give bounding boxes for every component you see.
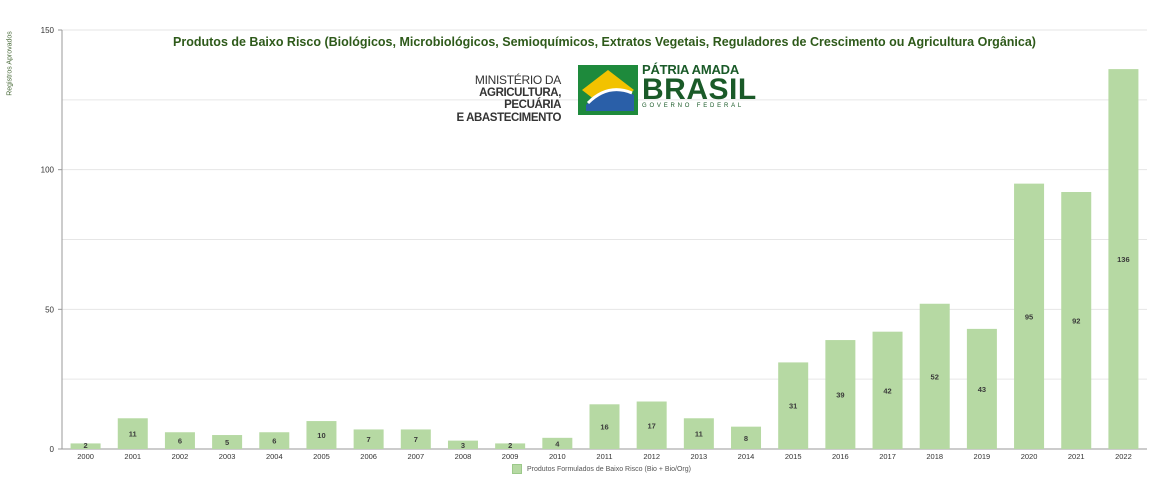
x-tick-label: 2001 [124, 452, 141, 461]
data-label: 11 [129, 430, 137, 439]
x-tick-label: 2020 [1021, 452, 1038, 461]
data-label: 6 [272, 437, 276, 446]
ministry-line-2: AGRICULTURA, PECUÁRIA [479, 86, 561, 112]
x-tick-label: 2011 [596, 452, 612, 461]
bar [1014, 183, 1045, 449]
x-tick-label: 2010 [549, 452, 566, 461]
data-label: 8 [744, 434, 748, 443]
bar [683, 418, 714, 449]
x-tick-label: 2019 [974, 452, 991, 461]
y-tick-label: 0 [50, 445, 55, 454]
legend-label: Produtos Formulados de Baixo Risco (Bio … [527, 465, 691, 473]
bar [731, 426, 762, 449]
brazil-flag-icon [578, 65, 638, 115]
bar [400, 429, 431, 449]
x-tick-label: 2016 [832, 452, 849, 461]
bar [589, 404, 620, 449]
x-tick-label: 2003 [219, 452, 236, 461]
x-tick-label: 2007 [407, 452, 424, 461]
bar [872, 331, 903, 449]
x-tick-label: 2004 [266, 452, 283, 461]
y-tick-label: 50 [45, 305, 54, 314]
x-tick-label: 2009 [502, 452, 519, 461]
data-label: 2 [84, 441, 88, 450]
x-tick-label: 2000 [77, 452, 94, 461]
y-tick-label: 100 [41, 166, 55, 175]
bar [636, 401, 667, 449]
data-label: 16 [600, 423, 608, 432]
y-tick-label: 150 [41, 26, 55, 35]
x-tick-label: 2013 [691, 452, 708, 461]
data-label: 7 [414, 435, 418, 444]
data-label: 7 [367, 435, 371, 444]
data-label: 17 [648, 421, 656, 430]
ministry-line-3: E ABASTECIMENTO [456, 111, 561, 124]
x-tick-label: 2022 [1115, 452, 1132, 461]
x-tick-label: 2002 [172, 452, 189, 461]
bar [966, 328, 997, 449]
x-tick-label: 2012 [643, 452, 660, 461]
ministry-name: MINISTÉRIO DA AGRICULTURA, PECUÁRIA E AB… [430, 74, 561, 124]
x-tick-label: 2021 [1068, 452, 1085, 461]
patria-amada-brasil-logo: PÁTRIA AMADA BRASIL GOVERNO FEDERAL [642, 62, 757, 109]
bar [1108, 69, 1139, 450]
x-tick-label: 2006 [360, 452, 377, 461]
x-tick-label: 2005 [313, 452, 330, 461]
data-label: 42 [883, 386, 891, 395]
data-label: 92 [1072, 317, 1080, 326]
x-tick-label: 2018 [926, 452, 943, 461]
data-label: 43 [978, 385, 986, 394]
bar [353, 429, 384, 449]
data-label: 52 [931, 372, 939, 381]
x-tick-label: 2017 [879, 452, 896, 461]
data-label: 10 [317, 431, 325, 440]
legend-swatch [512, 464, 522, 474]
bar [306, 421, 337, 449]
bar [212, 435, 243, 449]
y-axis-label: Registros Aprovados [6, 31, 14, 96]
bar [825, 340, 856, 449]
data-label: 2 [508, 441, 512, 450]
governo-federal-text: GOVERNO FEDERAL [642, 103, 745, 109]
bar [495, 443, 526, 449]
patria-amada-text: PÁTRIA AMADA [642, 62, 740, 77]
data-label: 5 [225, 438, 229, 447]
data-label: 6 [178, 437, 182, 446]
x-tick-label: 2008 [455, 452, 472, 461]
chart-title: Produtos de Baixo Risco (Biológicos, Mic… [173, 35, 1036, 49]
legend[interactable]: Produtos Formulados de Baixo Risco (Bio … [512, 464, 691, 474]
government-logo: MINISTÉRIO DA AGRICULTURA, PECUÁRIA E AB… [430, 57, 757, 124]
data-label: 4 [555, 439, 560, 448]
bar [164, 432, 195, 449]
data-label: 11 [695, 430, 703, 439]
bar [919, 303, 950, 449]
data-label: 39 [836, 391, 844, 400]
bar [259, 432, 290, 449]
data-label: 95 [1025, 312, 1033, 321]
bar [117, 418, 148, 449]
x-tick-label: 2015 [785, 452, 802, 461]
bar [1061, 192, 1092, 449]
bar [542, 437, 573, 449]
data-label: 136 [1117, 255, 1130, 264]
ministry-line-1: MINISTÉRIO DA [474, 73, 561, 87]
brasil-text: BRASIL [642, 73, 757, 106]
bar [778, 362, 809, 449]
data-label: 31 [789, 402, 797, 411]
bar [70, 443, 101, 449]
data-label: 3 [461, 441, 465, 450]
x-tick-label: 2014 [738, 452, 755, 461]
bar [447, 440, 478, 449]
